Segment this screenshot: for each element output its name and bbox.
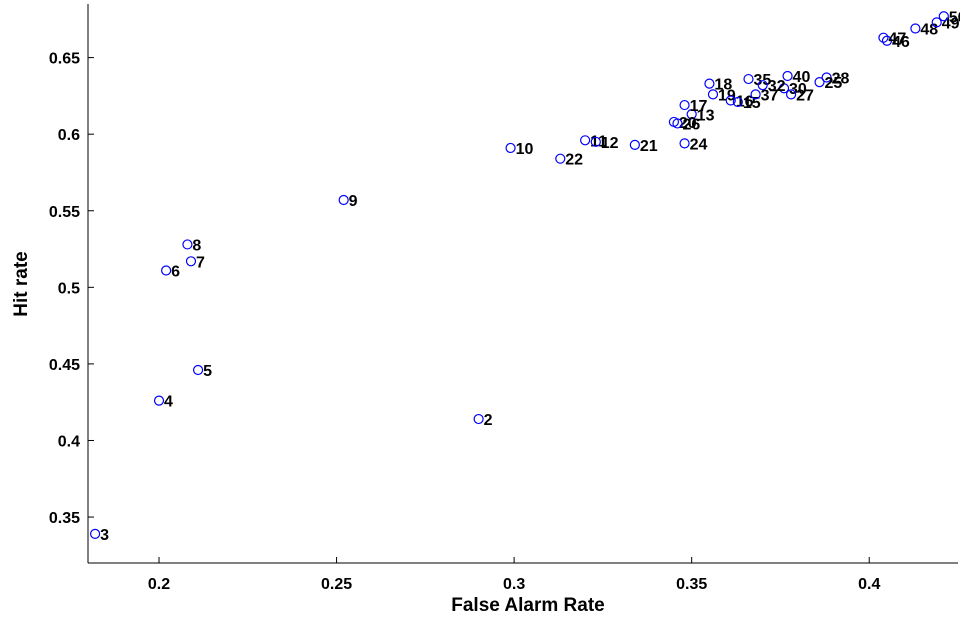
y-tick-label: 0.6 [58,127,80,144]
data-point-marker [679,138,690,149]
axes [87,4,958,564]
data-point-label: 40 [793,69,811,86]
data-point-label: 25 [825,75,843,92]
data-point-marker [910,23,921,34]
data-point-marker [580,135,591,146]
data-point-label: 17 [690,98,708,115]
data-point-marker [782,70,793,82]
data-point-label: 8 [192,237,201,254]
data-point-label: 24 [690,136,708,153]
data-point-marker [704,78,715,89]
y-tick-label: 0.55 [49,204,80,221]
y-axis-title: Hit rate [11,251,32,316]
x-tick-label: 0.4 [858,576,880,593]
data-point-marker [185,256,197,267]
data-point-label: 26 [682,116,700,133]
data-point-marker [757,80,768,91]
data-point-marker [931,17,942,28]
data-point-marker [590,136,601,147]
data-point-marker [338,194,349,206]
data-point-label: 20 [679,115,697,132]
data-point-marker [821,72,832,83]
y-tick-label: 0.5 [58,280,80,297]
y-tick-label: 0.45 [49,357,80,374]
data-point-marker [505,142,516,154]
data-point-marker [725,95,736,106]
data-point-label: 32 [768,78,786,95]
x-tick-label: 0.25 [321,576,352,593]
data-point-marker [161,265,172,276]
x-tick-label: 0.35 [676,576,707,593]
data-point-label: 10 [516,141,534,158]
data-point-label: 47 [888,31,906,48]
data-point-label: 7 [196,254,205,271]
data-point-marker [679,99,690,111]
data-point-label: 12 [601,135,619,152]
data-point-label: 9 [349,193,358,210]
ticks: 0.2 0.25 0.3 0.35 0.4 0.35 0.4 0.45 0.5 0.55 0.6 0.… [49,51,881,593]
data-point-marker [555,153,566,164]
data-point-marker [743,73,754,85]
data-point-label: 2 [484,412,493,429]
data-point-marker [732,96,743,108]
data-point-label: 37 [761,87,779,104]
x-tick-label: 0.3 [503,576,525,593]
data-point-label: 19 [718,87,736,104]
data-point-marker [881,35,893,46]
data-point-label: 27 [796,87,814,104]
data-point-marker [938,11,949,22]
data-point-marker [786,89,797,100]
data-point-marker [707,89,719,100]
data-point-marker [814,77,825,88]
data-point-marker [686,109,697,120]
data-point-label: 4 [164,394,173,411]
data-point-label: 18 [714,77,732,94]
data-point-label: 5 [203,363,212,380]
data-point-marker [90,528,101,540]
data-point-label: 48 [920,22,938,39]
data-point-marker [153,395,165,406]
x-tick-label: 0.2 [148,576,170,593]
y-tick-label: 0.4 [58,433,80,450]
data-point-marker [878,32,889,43]
data-point-marker [182,239,193,250]
data-point-label: 22 [565,152,583,169]
data-point-label: 3 [100,527,109,544]
data-point-marker [192,364,204,376]
data-point-label: 46 [892,34,910,51]
data-point-label: 13 [697,107,715,124]
data-point-label: 30 [789,81,807,98]
data-point-marker [629,139,640,150]
data-point-label: 28 [832,71,850,88]
data-point-label: 50 [949,9,960,26]
data-point-label: 21 [640,138,658,155]
data-point-marker [473,413,484,425]
data-point-marker [750,89,761,100]
data-point-marker [778,83,790,94]
data-point-marker [672,118,683,129]
data-point-label: 6 [171,263,180,280]
x-axis-title: False Alarm Rate [451,595,604,616]
y-tick-label: 0.65 [49,51,80,68]
y-tick-label: 0.35 [49,510,80,527]
